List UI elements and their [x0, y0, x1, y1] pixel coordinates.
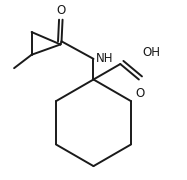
Text: O: O: [57, 4, 66, 17]
Text: OH: OH: [142, 46, 160, 59]
Text: NH: NH: [96, 52, 114, 65]
Text: O: O: [135, 87, 145, 100]
